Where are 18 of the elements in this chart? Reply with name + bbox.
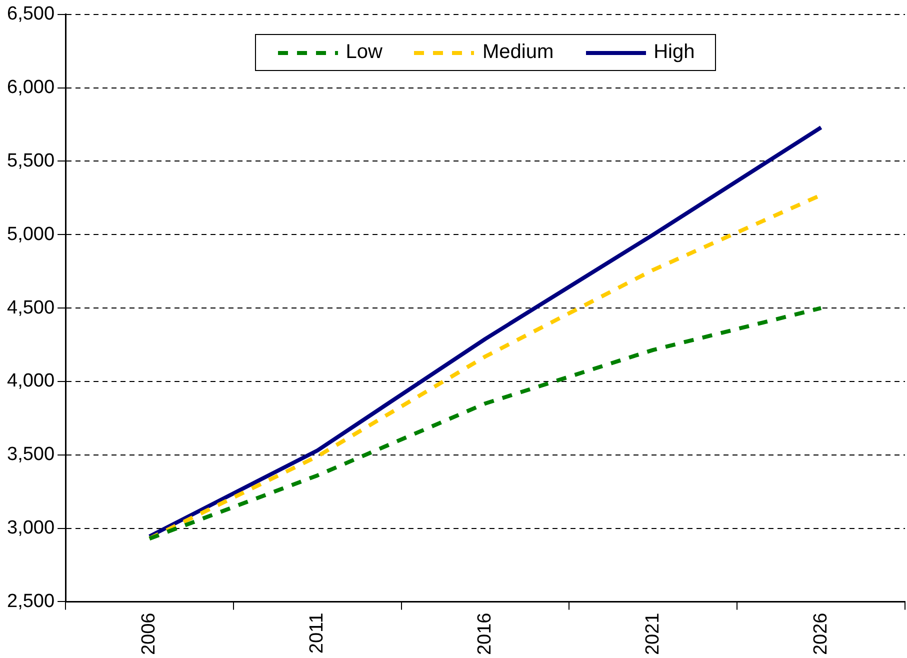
legend-label: Low bbox=[346, 41, 382, 64]
y-tick-label: 6,500 bbox=[7, 4, 55, 25]
x-tick-label: 2021 bbox=[642, 612, 664, 656]
y-tick-label: 4,000 bbox=[7, 370, 55, 392]
x-tick-label: 2016 bbox=[474, 612, 496, 656]
y-tick-label: 6,000 bbox=[7, 77, 55, 98]
y-tick-label: 5,500 bbox=[7, 150, 55, 172]
line-series bbox=[147, 306, 824, 541]
y-tick-label: 3,500 bbox=[7, 444, 55, 466]
y-tick-label: 5,000 bbox=[7, 224, 55, 245]
y-tick-label: 3,000 bbox=[7, 518, 55, 539]
legend-label: High bbox=[654, 41, 695, 64]
x-tick-label: 2026 bbox=[810, 612, 832, 656]
legend-label: Medium bbox=[482, 41, 554, 64]
x-tick-label: 2006 bbox=[138, 612, 160, 656]
x-tick-label: 2011 bbox=[306, 612, 328, 654]
y-tick-label: 2,500 bbox=[7, 590, 55, 612]
y-tick-label: 4,500 bbox=[7, 297, 55, 318]
